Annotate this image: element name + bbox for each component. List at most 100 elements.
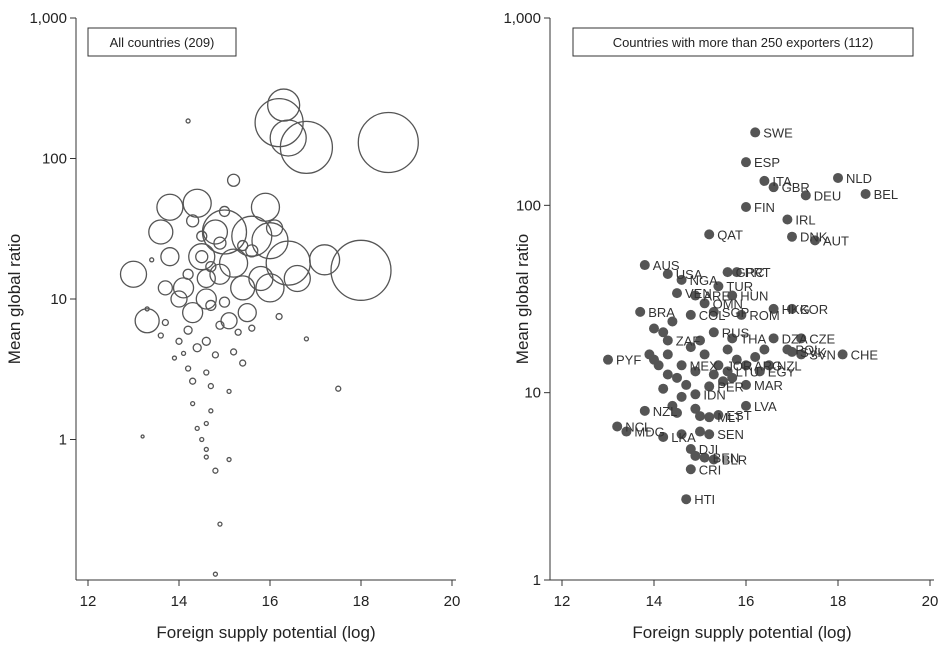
scatter-point <box>759 175 770 186</box>
bubble-point <box>279 120 334 175</box>
x-axis-title: Foreign supply potential (log) <box>632 623 851 642</box>
legend-box <box>572 27 914 57</box>
point-label: NCL <box>625 419 651 434</box>
bubble-point <box>156 193 184 221</box>
scatter-point <box>727 333 738 344</box>
scatter-point <box>681 379 692 390</box>
point-label: POL <box>795 342 821 357</box>
bubble-point <box>170 290 188 308</box>
scatter-point <box>764 360 774 371</box>
point-label: MLT <box>717 410 742 425</box>
bubble-point <box>218 296 231 308</box>
bubble-point <box>230 275 256 301</box>
bubble-point <box>184 365 192 372</box>
scatter-point <box>704 381 715 392</box>
point-label: SEN <box>717 427 744 442</box>
point-label: NZL <box>653 404 678 419</box>
bubble-point <box>275 312 283 321</box>
point-label: NZL <box>777 358 802 373</box>
point-label: CHE <box>851 347 879 362</box>
bubble-point <box>203 369 210 376</box>
bubble-point <box>207 382 215 390</box>
scatter-point <box>741 360 751 371</box>
point-label: SVK <box>800 345 826 360</box>
scatter-point <box>718 376 728 387</box>
scatter-point <box>685 342 696 353</box>
bubble-point <box>269 119 307 157</box>
scatter-point <box>860 188 871 199</box>
scatter-point <box>690 389 701 400</box>
legend-label: Countries with more than 250 exporters (… <box>613 35 874 50</box>
scatter-point <box>699 298 710 309</box>
scatter-point <box>690 366 701 377</box>
scatter-point <box>837 349 848 360</box>
bubble-point <box>161 318 170 327</box>
chart-panel-all-countries: 1 10 100 1,000 12 14 16 18 20 Foreign supply pote… <box>5 10 460 642</box>
point-label: TUR <box>726 279 753 294</box>
scatter-point <box>658 431 669 442</box>
scatter-point <box>658 383 669 394</box>
point-label: OMN <box>713 296 743 311</box>
scatter-point <box>699 349 710 360</box>
bubble-point <box>303 336 310 342</box>
bubble-point <box>203 454 209 460</box>
y-axis-title: Mean global ratio <box>5 234 24 364</box>
bubble-point <box>201 336 211 346</box>
bubble-point <box>195 288 217 310</box>
scatter-point <box>676 429 687 440</box>
bubble-point <box>182 188 212 218</box>
scatter-point <box>662 369 673 380</box>
scatter-point <box>681 494 692 505</box>
point-label: MEX <box>690 358 719 373</box>
scatter-point <box>722 344 733 355</box>
scatter-point <box>658 327 669 338</box>
chart-panel-250-exporters: 1 10 100 1,000 12 14 16 18 20 Foreign supply pote… <box>503 10 938 642</box>
bubble-point <box>283 264 311 293</box>
scatter-point <box>676 391 687 402</box>
point-label: PRT <box>745 265 771 280</box>
scatter-point <box>690 290 701 301</box>
scatter-point <box>639 260 650 271</box>
scatter-point <box>759 344 770 355</box>
point-label: EGY <box>768 364 796 379</box>
point-label: CRI <box>699 462 721 477</box>
bubble-point <box>308 244 341 276</box>
bubble-point <box>248 324 256 332</box>
bubble-point <box>181 301 204 324</box>
bubble-point <box>160 247 180 267</box>
bubble-point <box>140 434 145 439</box>
scatter-point <box>667 316 678 327</box>
legend-box <box>87 27 237 57</box>
scatter-point <box>754 366 765 377</box>
bubble-point <box>189 400 196 407</box>
scatter-point <box>736 309 747 320</box>
scatter-point <box>741 379 751 390</box>
bubble-point <box>196 268 216 289</box>
bubble-point <box>237 302 257 323</box>
scatter-point <box>704 412 715 423</box>
scatter-point <box>750 352 761 363</box>
x-tick-label: 14 <box>171 593 188 610</box>
scatter-point <box>685 464 696 475</box>
bubble-point <box>220 312 238 330</box>
bubble-point <box>239 359 247 367</box>
bubble-point <box>203 446 209 453</box>
scatter-point <box>708 454 719 465</box>
legend-label: All countries (209) <box>110 35 215 50</box>
scatter-point <box>695 335 705 346</box>
point-label: ITA <box>772 174 792 189</box>
scatter-point <box>731 267 742 278</box>
scatter-point <box>695 426 705 437</box>
scatter-point <box>612 421 623 432</box>
bubble-point <box>157 280 174 296</box>
point-label: ARG <box>754 358 782 373</box>
bubble-point <box>217 521 223 527</box>
bubble-point <box>201 209 248 255</box>
bubble-point <box>226 388 232 395</box>
point-label: BEL <box>874 187 899 202</box>
point-label: ROM <box>749 308 779 323</box>
x-tick-label: 14 <box>646 593 663 610</box>
scatter-point <box>662 335 673 346</box>
point-label: DEU <box>814 188 841 203</box>
bubble-point <box>357 111 419 174</box>
